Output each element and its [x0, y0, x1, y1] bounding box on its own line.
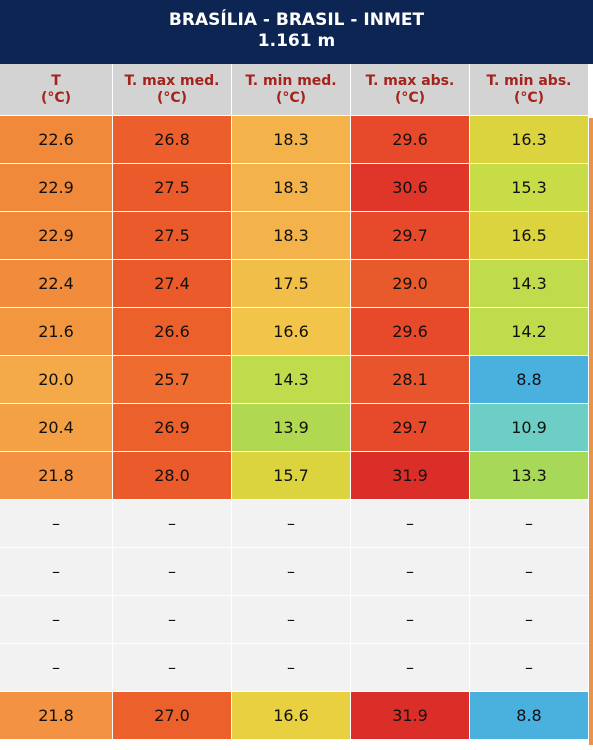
column-unit: (°C): [156, 90, 188, 106]
table-cell: 18.3: [232, 164, 351, 212]
column-header: T. min abs. (°C): [470, 64, 589, 116]
table-cell: 27.0: [113, 692, 232, 740]
table-cell: –: [232, 596, 351, 644]
table-cell: 17.5: [232, 260, 351, 308]
table-cell: –: [232, 500, 351, 548]
table-cell: 22.4: [0, 260, 113, 308]
table-cell: 28.0: [113, 452, 232, 500]
table-cell: 26.8: [113, 116, 232, 164]
table-cell: 21.8: [0, 692, 113, 740]
table-cell: 10.9: [470, 404, 589, 452]
table-cell: 18.3: [232, 116, 351, 164]
column-unit: (°C): [275, 90, 307, 106]
table-cell: –: [351, 596, 470, 644]
table-cell: 13.9: [232, 404, 351, 452]
header: BRASÍLIA - BRASIL - INMET 1.161 m: [0, 0, 593, 64]
column-name: T. min med.: [245, 73, 337, 89]
table-cell: 14.3: [232, 356, 351, 404]
table-cell: 15.7: [232, 452, 351, 500]
edge-strip: [589, 118, 593, 745]
table-cell: 27.5: [113, 164, 232, 212]
column-header: T (°C): [0, 64, 113, 116]
table-cell: –: [113, 548, 232, 596]
title: BRASÍLIA - BRASIL - INMET: [168, 10, 425, 30]
table-cell: –: [470, 596, 589, 644]
table-cell: –: [113, 500, 232, 548]
table-cell: 28.1: [351, 356, 470, 404]
table-cell: –: [351, 548, 470, 596]
table-cell: –: [232, 548, 351, 596]
table-cell: 26.9: [113, 404, 232, 452]
table-cell: 29.6: [351, 116, 470, 164]
table-cell: –: [0, 596, 113, 644]
table-cell: 31.9: [351, 452, 470, 500]
table-cell: 8.8: [470, 356, 589, 404]
table-cell: 22.9: [0, 164, 113, 212]
column-name: T. min abs.: [486, 73, 572, 89]
table-cell: 29.7: [351, 212, 470, 260]
table-cell: 14.3: [470, 260, 589, 308]
table-cell: 26.6: [113, 308, 232, 356]
table-cell: –: [0, 548, 113, 596]
column-header: T. min med. (°C): [232, 64, 351, 116]
column-unit: (°C): [513, 90, 545, 106]
column-name: T. max abs.: [365, 73, 455, 89]
table-cell: 8.8: [470, 692, 589, 740]
table-cell: 16.6: [232, 308, 351, 356]
table-cell: 14.2: [470, 308, 589, 356]
table-cell: –: [470, 500, 589, 548]
table-cell: –: [232, 644, 351, 692]
table-cell: 27.5: [113, 212, 232, 260]
table-cell: 13.3: [470, 452, 589, 500]
table-cell: 22.9: [0, 212, 113, 260]
table-cell: –: [351, 500, 470, 548]
subtitle: 1.161 m: [257, 31, 336, 51]
table-cell: 16.5: [470, 212, 589, 260]
table-cell: 20.4: [0, 404, 113, 452]
column-header: T. max med. (°C): [113, 64, 232, 116]
table: T (°C) T. max med. (°C) T. min med. (°C) T. ma…: [0, 64, 589, 740]
table-cell: 20.0: [0, 356, 113, 404]
table-cell: –: [470, 548, 589, 596]
table-cell: 15.3: [470, 164, 589, 212]
column-header: T. max abs. (°C): [351, 64, 470, 116]
table-cell: 16.3: [470, 116, 589, 164]
table-cell: –: [0, 500, 113, 548]
table-cell: –: [113, 596, 232, 644]
table-cell: 22.6: [0, 116, 113, 164]
column-name: T: [51, 73, 61, 89]
table-cell: –: [0, 644, 113, 692]
table-cell: 31.9: [351, 692, 470, 740]
table-cell: 21.6: [0, 308, 113, 356]
table-cell: 27.4: [113, 260, 232, 308]
column-name: T. max med.: [124, 73, 220, 89]
table-cell: –: [113, 644, 232, 692]
column-unit: (°C): [40, 90, 72, 106]
table-cell: 29.6: [351, 308, 470, 356]
table-cell: –: [470, 644, 589, 692]
table-cell: 16.6: [232, 692, 351, 740]
table-cell: 30.6: [351, 164, 470, 212]
table-cell: 21.8: [0, 452, 113, 500]
column-unit: (°C): [394, 90, 426, 106]
table-cell: 29.0: [351, 260, 470, 308]
table-cell: –: [351, 644, 470, 692]
table-cell: 25.7: [113, 356, 232, 404]
table-cell: 29.7: [351, 404, 470, 452]
table-cell: 18.3: [232, 212, 351, 260]
